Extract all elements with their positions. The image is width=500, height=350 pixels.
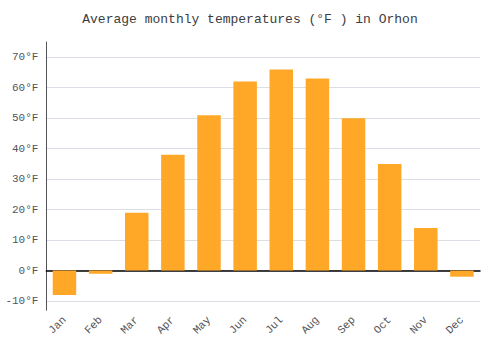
svg-text:Apr: Apr [155,314,177,336]
svg-text:Average monthly temperatures (: Average monthly temperatures (°F ) in Or… [82,12,417,27]
svg-text:Mar: Mar [119,314,141,336]
svg-text:Jul: Jul [263,314,285,336]
svg-text:Sep: Sep [335,314,357,336]
svg-text:Feb: Feb [82,314,104,336]
svg-text:20°F: 20°F [12,204,38,216]
svg-text:Oct: Oct [371,314,393,336]
svg-text:Aug: Aug [299,314,321,336]
svg-text:50°F: 50°F [12,112,38,124]
svg-text:40°F: 40°F [12,143,38,155]
svg-text:May: May [191,314,214,337]
svg-text:70°F: 70°F [12,51,38,63]
svg-text:Jan: Jan [46,314,68,336]
svg-text:10°F: 10°F [12,234,38,246]
svg-text:30°F: 30°F [12,173,38,185]
svg-text:Nov: Nov [408,314,431,337]
svg-text:Dec: Dec [444,314,466,336]
svg-text:-10°F: -10°F [5,295,38,307]
svg-text:0°F: 0°F [19,265,39,277]
svg-text:Jun: Jun [227,314,249,336]
svg-text:60°F: 60°F [12,82,38,94]
